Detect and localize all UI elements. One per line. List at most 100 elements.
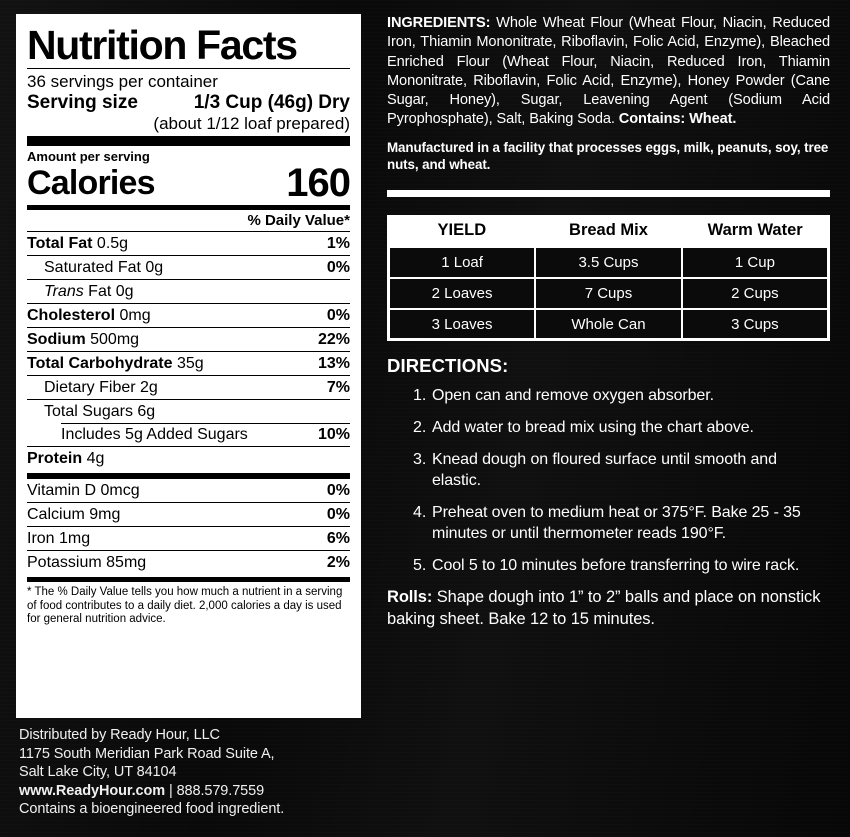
nutrient-row: Trans Fat 0g <box>27 279 350 303</box>
trans-italic: Trans <box>44 283 84 300</box>
nutrient-name: Trans Fat 0g <box>44 283 134 300</box>
yield-table-header-cell: Bread Mix <box>535 214 682 247</box>
nutrient-row: Total Carbohydrate 35g 13% <box>27 351 350 375</box>
ingredients-paragraph: INGREDIENTS: Whole Wheat Flour (Wheat Fl… <box>387 14 830 130</box>
vitamin-label: Calcium 9mg <box>27 506 121 523</box>
direction-step: Open can and remove oxygen absorber. <box>413 385 714 406</box>
bioengineered-disclosure: Contains a bioengineered food ingredient… <box>19 801 285 818</box>
nutrient-name: Includes 5g Added Sugars <box>61 426 248 443</box>
distributor-name: Distributed by Ready Hour, LLC <box>19 727 220 743</box>
nutrient-name: Saturated Fat 0g <box>44 259 164 276</box>
direction-step: Cool 5 to 10 minutes before transferring… <box>413 555 800 576</box>
calories-value: 160 <box>286 161 351 205</box>
yield-table-row: 2 Loaves 7 Cups 2 Cups <box>387 276 830 310</box>
vitamin-daily-value: 2% <box>326 554 350 571</box>
direction-step: Preheat oven to medium heat or 375°F. Ba… <box>413 502 801 543</box>
direction-step: Add water to bread mix using the chart a… <box>413 417 754 438</box>
yield-table-header-row: YIELD Bread Mix Warm Water <box>388 214 829 247</box>
distributor-address-line1: 1175 South Meridian Park Road Suite A, <box>19 745 275 762</box>
nutrient-name: Total Fat 0.5g <box>27 235 129 252</box>
yield-table-cell: 2 Cups <box>680 276 830 310</box>
nutrient-name: Dietary Fiber 2g <box>44 379 158 396</box>
nutrient-daily-value: 7% <box>326 379 350 396</box>
directions-list: Open can and remove oxygen absorber. Add … <box>387 385 830 576</box>
nutrient-daily-value: 10% <box>317 426 350 443</box>
yield-table-row: 3 Loaves Whole Can 3 Cups <box>387 307 830 342</box>
rolls-text: Shape dough into 1” to 2” balls and plac… <box>387 588 821 628</box>
amount-per-serving-label: Amount per serving <box>27 149 150 164</box>
section-divider <box>387 189 830 197</box>
daily-value-footnote: * The % Daily Value tells you how much a… <box>27 586 343 625</box>
servings-per-container: 36 servings per container <box>27 72 218 91</box>
nutrient-daily-value: 22% <box>317 331 350 348</box>
yield-table-header-cell: Warm Water <box>681 214 829 247</box>
nutrition-facts-title: Nutrition Facts <box>27 22 298 68</box>
vitamin-rows: Vitamin D 0mcg 0% Calcium 9mg 0% Iron 1mg 6% P… <box>27 478 350 574</box>
yield-table-cell: 1 Cup <box>680 245 830 279</box>
nutrient-daily-value: 0% <box>326 259 350 276</box>
vitamin-daily-value: 0% <box>326 482 350 499</box>
daily-value-header: % Daily Value* <box>247 212 350 229</box>
ingredients-heading: INGREDIENTS: <box>387 15 491 31</box>
facility-allergen-statement: Manufactured in a facility that processe… <box>387 139 829 173</box>
yield-table-head: YIELD Bread Mix Warm Water <box>388 214 829 247</box>
yield-table-cell: 1 Loaf <box>387 245 537 279</box>
vitamin-row: Calcium 9mg 0% <box>27 502 350 526</box>
nutrient-label: Total Carbohydrate <box>27 355 173 372</box>
calories-row: Calories 160 <box>27 161 351 205</box>
vitamin-daily-value: 0% <box>326 506 350 523</box>
nutrient-rows: Total Fat 0.5g 1% Saturated Fat 0g 0% Trans … <box>27 231 350 470</box>
yield-table-row: 1 Loaf 3.5 Cups 1 Cup <box>387 245 830 279</box>
nutrition-facts-panel: Nutrition Facts 36 servings per containe… <box>16 14 361 718</box>
nutrient-name: Total Sugars 6g <box>44 403 156 420</box>
calories-label: Calories <box>27 164 156 202</box>
nutrient-row: Includes 5g Added Sugars 10% <box>27 423 350 446</box>
yield-table-body: 1 Loaf 3.5 Cups 1 Cup 2 Loaves 7 Cups 2 Cups 3… <box>387 245 830 342</box>
nutrient-label: Cholesterol <box>27 307 116 324</box>
yield-table-header-cell: YIELD <box>388 214 536 247</box>
vitamin-row: Iron 1mg 6% <box>27 526 350 550</box>
directions-heading: DIRECTIONS: <box>387 355 509 377</box>
website-link[interactable]: www.ReadyHour.com <box>19 782 166 799</box>
direction-step: Knead dough on floured surface until smo… <box>413 449 777 490</box>
nutrient-label: Sodium <box>27 331 86 348</box>
serving-size-note: (about 1/12 loaf prepared) <box>153 114 350 133</box>
serving-section-divider <box>27 136 350 146</box>
footnote-divider <box>27 577 350 582</box>
nutrient-name: Total Carbohydrate 35g <box>27 355 204 372</box>
distributor-block: Distributed by Ready Hour, LLC 1175 Sout… <box>19 726 379 819</box>
serving-size-label: Serving size <box>27 92 138 113</box>
calories-divider <box>27 205 350 210</box>
vitamin-daily-value: 6% <box>326 530 350 547</box>
nutrient-row: Protein 4g <box>27 446 350 470</box>
contains-statement: Contains: Wheat. <box>618 111 737 128</box>
right-column: INGREDIENTS: Whole Wheat Flour (Wheat Fl… <box>387 14 830 630</box>
title-divider <box>27 68 350 69</box>
nutrient-row: Total Fat 0.5g 1% <box>27 231 350 255</box>
yield-table-cell: 3 Loaves <box>387 307 537 342</box>
nutrient-label: Total Fat <box>27 235 93 252</box>
nutrient-row: Sodium 500mg 22% <box>27 327 350 351</box>
contact-line: www.ReadyHour.com | 888.579.7559 <box>19 782 379 801</box>
nutrient-daily-value: 1% <box>326 235 350 252</box>
nutrient-row: Dietary Fiber 2g 7% <box>27 375 350 399</box>
rolls-label: Rolls: <box>387 588 433 607</box>
contact-separator: | <box>165 782 177 799</box>
yield-table-cell: 3 Cups <box>680 307 830 342</box>
yield-table-cell: 7 Cups <box>534 276 683 310</box>
serving-size-row: Serving size 1/3 Cup (46g) Dry <box>27 92 350 114</box>
vitamin-row: Potassium 85mg 2% <box>27 550 350 574</box>
nutrient-name: Cholesterol 0mg <box>27 307 151 324</box>
yield-table: YIELD Bread Mix Warm Water 1 Loaf 3.5 Cups 1… <box>387 214 830 342</box>
nutrient-daily-value: 13% <box>317 355 350 372</box>
serving-size-value: 1/3 Cup (46g) Dry <box>193 92 350 113</box>
rolls-instruction: Rolls: Shape dough into 1” to 2” balls a… <box>387 587 830 630</box>
vitamin-label: Vitamin D 0mcg <box>27 482 140 499</box>
yield-table-cell: 2 Loaves <box>387 276 537 310</box>
nutrient-row: Saturated Fat 0g 0% <box>27 255 350 279</box>
phone-number[interactable]: 888.579.7559 <box>176 782 265 799</box>
nutrient-label: Protein <box>27 450 83 467</box>
yield-table-cell: Whole Can <box>534 307 683 342</box>
vitamins-divider <box>27 473 350 478</box>
